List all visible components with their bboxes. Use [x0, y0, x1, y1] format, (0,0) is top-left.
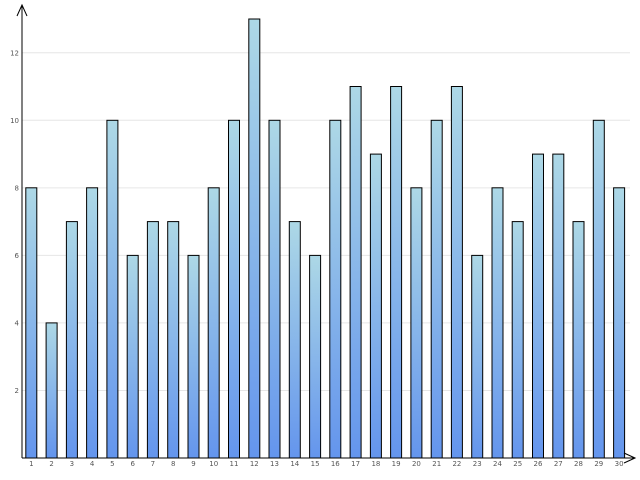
y-tick-label: 2 — [15, 387, 19, 395]
bar-16 — [329, 119, 342, 459]
grid-lines — [22, 52, 630, 391]
x-tick-label: 3 — [70, 460, 74, 468]
bar-1 — [25, 187, 38, 459]
x-tick-label: 13 — [270, 460, 279, 468]
bar-2 — [45, 322, 58, 459]
bar-17 — [349, 86, 362, 459]
bar-25 — [511, 221, 524, 459]
y-axis-arrow-icon — [16, 3, 28, 17]
x-tick-label: 10 — [209, 460, 218, 468]
x-tick-label: 29 — [594, 460, 603, 468]
x-tick-label: 4 — [90, 460, 95, 468]
x-tick-label: 27 — [554, 460, 563, 468]
bar-7 — [146, 221, 159, 459]
bar-11 — [228, 119, 240, 459]
x-tick-label: 18 — [371, 460, 380, 468]
bar-13 — [268, 119, 281, 459]
x-tick-labels: 1 2 3 4 5 6 7 8 9 10 11 12 13 14 15 16 17 18 19 20 21 22 23 24 2… — [29, 460, 623, 468]
x-tick-label: 11 — [230, 460, 239, 468]
bar-28 — [572, 221, 585, 459]
bar-4 — [86, 187, 99, 459]
x-tick-label: 5 — [110, 460, 114, 468]
x-tick-label: 20 — [412, 460, 421, 468]
y-tick-labels: 2 4 6 8 10 12 — [10, 49, 19, 395]
bar-14 — [288, 221, 301, 459]
y-tick-label: 12 — [10, 49, 19, 57]
bar-15 — [309, 254, 322, 459]
x-tick-label: 1 — [29, 460, 33, 468]
x-tick-label: 6 — [130, 460, 135, 468]
bar-30 — [613, 187, 626, 459]
x-tick-label: 9 — [191, 460, 195, 468]
x-tick-label: 26 — [534, 460, 543, 468]
bar-20 — [410, 187, 423, 459]
x-axis-arrow-icon — [623, 452, 637, 464]
y-tick-label: 10 — [10, 117, 19, 125]
bars — [25, 18, 626, 459]
x-tick-label: 23 — [473, 460, 482, 468]
x-tick-label: 30 — [615, 460, 624, 468]
y-tick-label: 4 — [15, 319, 20, 327]
bar-9 — [187, 254, 200, 459]
bar-6 — [126, 254, 139, 459]
x-tick-label: 21 — [432, 460, 441, 468]
x-tick-label: 2 — [49, 460, 53, 468]
bar-8 — [167, 221, 180, 459]
y-tick-label: 6 — [15, 252, 20, 260]
x-tick-label: 25 — [513, 460, 522, 468]
bar-24 — [491, 187, 504, 459]
bar-26 — [532, 153, 544, 459]
bar-18 — [369, 153, 382, 459]
bar-10 — [207, 187, 220, 459]
x-tick-label: 28 — [574, 460, 583, 468]
x-tick-label: 7 — [151, 460, 155, 468]
bar-22 — [450, 86, 463, 459]
y-tick-label: 8 — [15, 184, 19, 192]
bar-12 — [248, 18, 261, 459]
x-tick-label: 22 — [452, 460, 461, 468]
bar-29 — [592, 119, 605, 459]
x-tick-label: 17 — [351, 460, 360, 468]
x-tick-label: 24 — [493, 460, 502, 468]
bar-19 — [390, 86, 403, 459]
bar-27 — [552, 153, 565, 459]
x-tick-label: 12 — [250, 460, 259, 468]
x-tick-label: 15 — [311, 460, 320, 468]
x-tick-label: 16 — [331, 460, 340, 468]
axes — [16, 3, 637, 464]
x-tick-label: 19 — [392, 460, 401, 468]
x-tick-label: 8 — [171, 460, 175, 468]
bar-23 — [471, 254, 484, 459]
bar-21 — [430, 119, 443, 459]
bar-5 — [106, 119, 119, 459]
x-tick-label: 14 — [290, 460, 299, 468]
bar-3 — [65, 221, 78, 459]
